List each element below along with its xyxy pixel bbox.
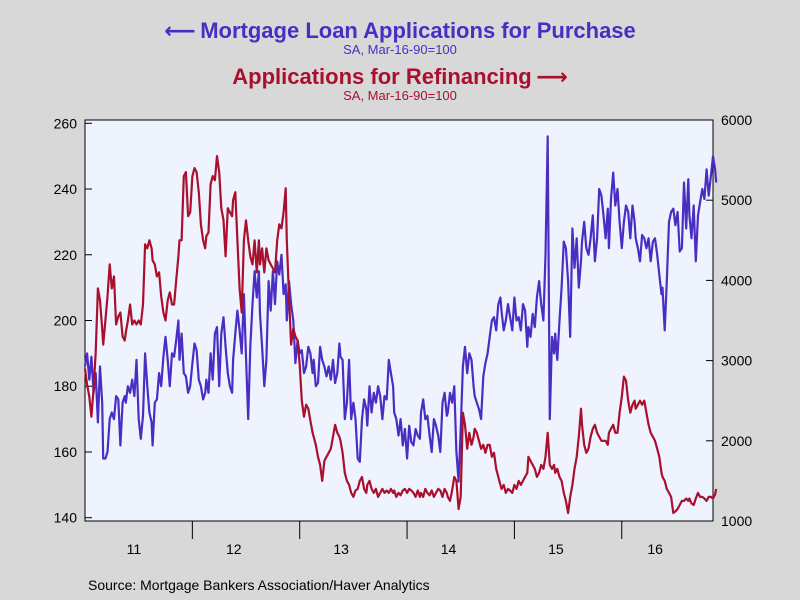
refi-title: Applications for Refinancing <box>232 64 532 89</box>
purchase-subtitle: SA, Mar-16-90=100 <box>343 42 457 57</box>
right-tick-label: 4000 <box>721 272 752 288</box>
refi-subtitle: SA, Mar-16-90=100 <box>343 88 457 103</box>
refi-title-row: Applications for Refinancing ⟶ <box>0 64 800 90</box>
left-tick-label: 180 <box>54 378 78 394</box>
right-tick-label: 6000 <box>721 112 752 128</box>
x-tick-label: 11 <box>127 541 142 557</box>
left-tick-label: 240 <box>54 181 78 197</box>
right-tick-label: 5000 <box>721 192 752 208</box>
left-tick-label: 220 <box>54 247 78 263</box>
source-note: Source: Mortgage Bankers Association/Hav… <box>88 577 430 593</box>
left-arrow-icon: ⟵ <box>164 18 196 43</box>
right-arrow-icon: ⟶ <box>536 64 568 89</box>
x-tick-label: 12 <box>226 541 242 557</box>
right-tick-label: 1000 <box>721 513 752 529</box>
plot-area <box>84 119 714 522</box>
right-tick-label: 3000 <box>721 353 752 369</box>
x-tick-label: 16 <box>647 541 663 557</box>
purchase-series-line <box>83 135 718 483</box>
right-tick-label: 2000 <box>721 433 752 449</box>
refi-series-line <box>83 155 718 515</box>
purchase-title-row: ⟵ Mortgage Loan Applications for Purchas… <box>0 18 800 44</box>
left-tick-label: 140 <box>54 510 78 526</box>
x-tick-label: 14 <box>441 541 457 557</box>
left-tick-label: 260 <box>54 115 78 131</box>
x-tick-label: 13 <box>333 541 349 557</box>
left-tick-label: 200 <box>54 313 78 329</box>
left-tick-label: 160 <box>54 444 78 460</box>
x-tick-label: 15 <box>548 541 564 557</box>
purchase-title: Mortgage Loan Applications for Purchase <box>200 18 636 43</box>
